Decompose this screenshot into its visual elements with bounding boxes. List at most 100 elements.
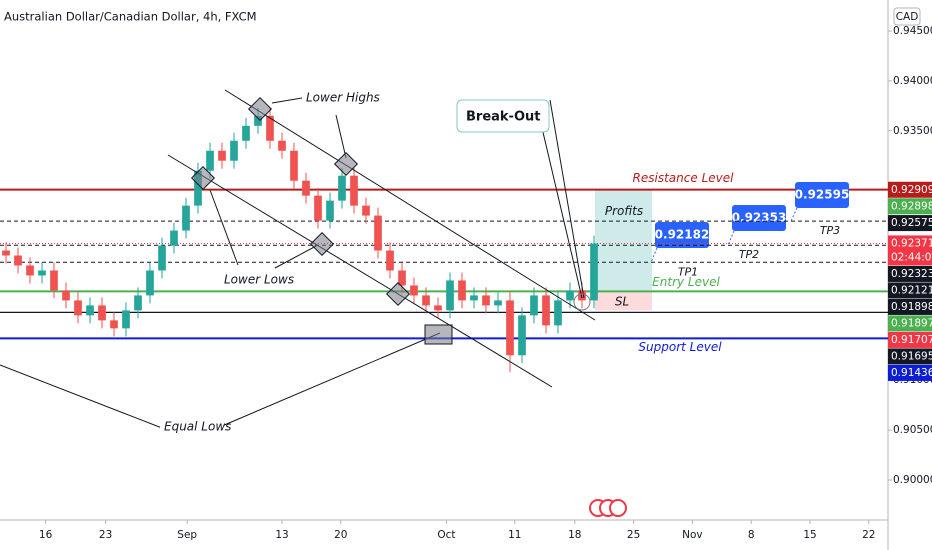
candle-body bbox=[374, 215, 382, 251]
currency: CAD bbox=[896, 11, 919, 23]
x-tick-label: Sep bbox=[177, 529, 197, 541]
price-label-bg bbox=[888, 198, 932, 215]
marker bbox=[309, 231, 335, 257]
breakout-callout bbox=[456, 99, 550, 133]
target-callout bbox=[655, 222, 709, 248]
icon bbox=[609, 499, 627, 517]
label-bg bbox=[160, 419, 224, 435]
candle-body bbox=[158, 245, 166, 271]
target-value: 0.92595 bbox=[795, 188, 850, 202]
price-label-bg bbox=[888, 235, 932, 266]
candle-body bbox=[554, 300, 562, 326]
breakout-pointer bbox=[549, 99, 585, 299]
x-tick-label: 15 bbox=[803, 529, 816, 541]
candle-body bbox=[362, 205, 370, 216]
drawings bbox=[0, 89, 596, 429]
candle-body bbox=[254, 115, 262, 126]
countdown: 02:44:00 bbox=[891, 251, 932, 263]
price-label-bg bbox=[888, 348, 932, 365]
candle-body bbox=[506, 300, 514, 356]
candle-body bbox=[470, 295, 478, 301]
annotation: Lower Highs bbox=[306, 91, 380, 105]
price-label-bg bbox=[888, 364, 932, 381]
chart-title: Australian Dollar/Canadian Dollar, 4h, F… bbox=[4, 10, 257, 24]
x-tick-label: 8 bbox=[748, 529, 755, 541]
price-label: 0.92323 bbox=[891, 268, 932, 280]
marker bbox=[333, 151, 359, 177]
x-tick-label: 13 bbox=[275, 529, 288, 541]
pointer bbox=[271, 97, 303, 104]
candle-body bbox=[422, 295, 430, 306]
target-callout bbox=[732, 205, 786, 231]
candle-body bbox=[314, 195, 322, 221]
label-bg bbox=[302, 90, 368, 106]
label-bg bbox=[220, 272, 284, 288]
y-tick-label: 0.90000 bbox=[893, 474, 932, 486]
candle-body bbox=[410, 285, 418, 296]
callout-pointer bbox=[727, 230, 735, 246]
candle-body bbox=[458, 280, 466, 301]
price-label: 0.91898 bbox=[891, 301, 932, 313]
annotation: Lower Lows bbox=[224, 273, 294, 287]
annotation: Break-Out bbox=[466, 110, 540, 125]
marker bbox=[190, 165, 216, 191]
candle-body bbox=[86, 305, 94, 316]
candle-body bbox=[302, 180, 310, 196]
target-value: 0.92182 bbox=[655, 228, 710, 242]
candle-body bbox=[398, 270, 406, 286]
price-label: 0.92898 bbox=[891, 200, 932, 212]
candle-body bbox=[242, 125, 250, 141]
price-label-bg bbox=[888, 265, 932, 282]
candle-body bbox=[122, 310, 130, 329]
candle-body bbox=[230, 140, 238, 161]
x-tick-label: Oct bbox=[437, 529, 455, 541]
equal-lows-line bbox=[0, 364, 163, 429]
price-label-bg bbox=[888, 181, 932, 198]
price-label: 0.91897 bbox=[891, 317, 932, 329]
candle-body bbox=[38, 270, 46, 276]
candle-body bbox=[542, 295, 550, 326]
candle-body bbox=[578, 290, 586, 301]
target-value: 0.92353 bbox=[732, 211, 787, 225]
candle-body bbox=[482, 295, 490, 306]
price-label: 0.92909 bbox=[891, 184, 932, 196]
candle-body bbox=[278, 140, 286, 151]
candle-body bbox=[566, 290, 574, 301]
candle-body bbox=[386, 250, 394, 271]
candle-body bbox=[50, 270, 58, 291]
price-label-bg bbox=[888, 331, 932, 348]
candle-body bbox=[590, 243, 598, 301]
candle-body bbox=[146, 270, 154, 296]
price-label: 0.91436 bbox=[891, 367, 932, 379]
x-tick-label: 22 bbox=[862, 529, 875, 541]
price-label: 0.91707 bbox=[891, 334, 932, 346]
target-name: TP1 bbox=[678, 265, 698, 278]
candle-body bbox=[266, 115, 274, 141]
equal-lows-line bbox=[221, 332, 441, 427]
candle-body bbox=[26, 265, 34, 276]
annotation: Equal Lows bbox=[164, 420, 231, 434]
x-tick-label: 23 bbox=[99, 529, 112, 541]
price-label-bg bbox=[888, 298, 932, 315]
candle-body bbox=[530, 295, 538, 316]
profit-zone bbox=[595, 189, 652, 292]
pointer bbox=[274, 244, 319, 269]
marker bbox=[385, 281, 411, 307]
x-tick-label: 25 bbox=[627, 529, 640, 541]
price-label: 0.92121 bbox=[891, 284, 932, 296]
candle-body bbox=[518, 315, 526, 356]
candle-body bbox=[446, 280, 454, 311]
price-label: 0.91695 bbox=[891, 350, 932, 362]
candle-body bbox=[218, 150, 226, 161]
level-label: Entry Level bbox=[652, 275, 720, 289]
candle-body bbox=[2, 250, 10, 256]
candle-body bbox=[350, 175, 358, 206]
candle-body bbox=[326, 200, 334, 221]
candle-body bbox=[290, 150, 298, 181]
